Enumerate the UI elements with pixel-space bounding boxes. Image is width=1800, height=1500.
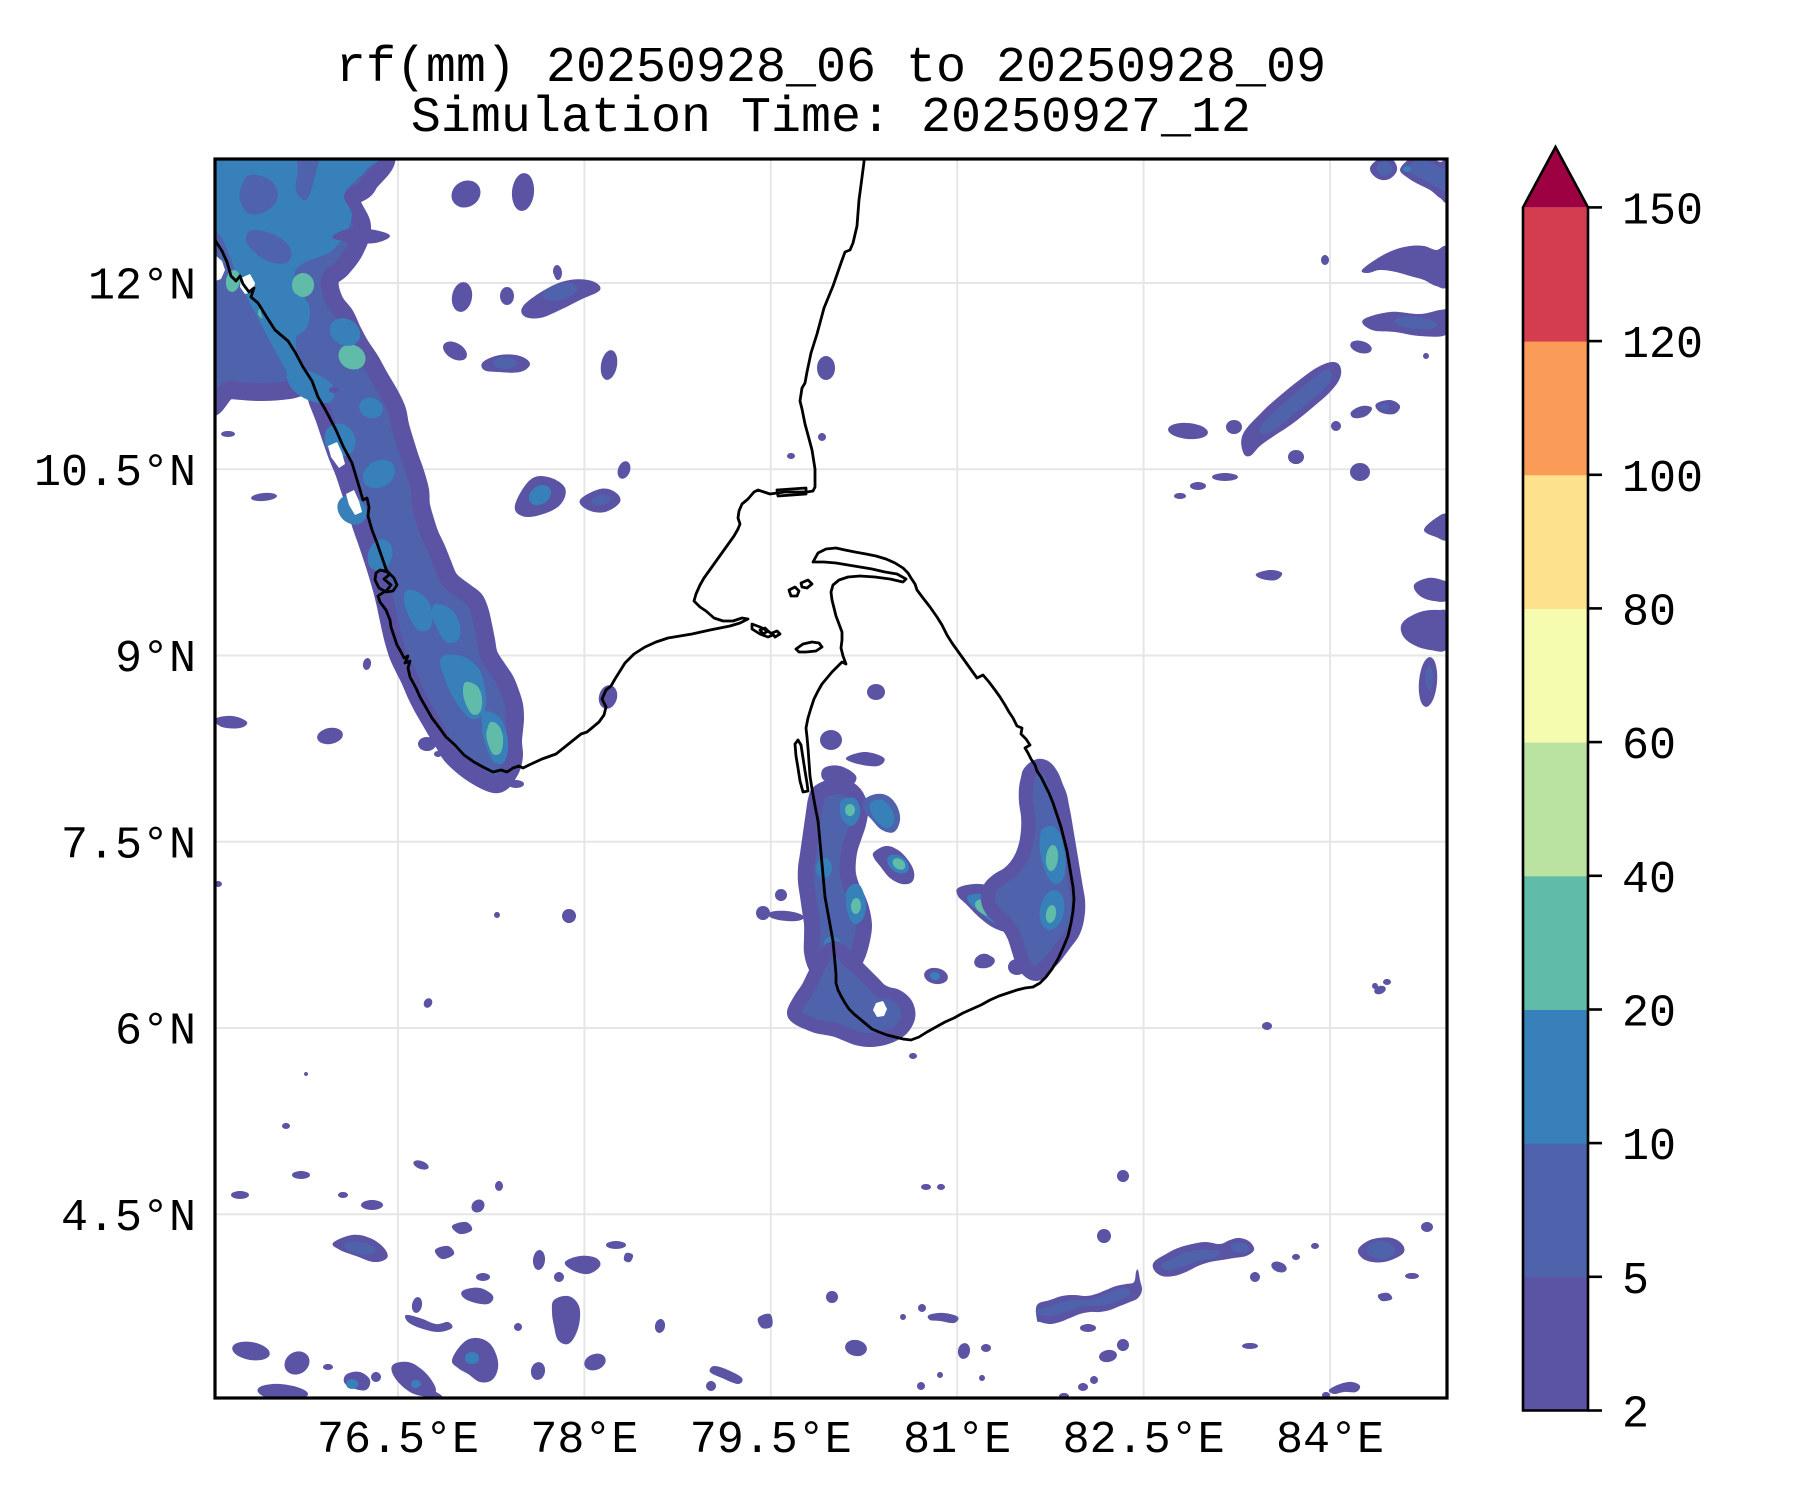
svg-text:120: 120 [1622, 320, 1703, 371]
svg-text:2: 2 [1622, 1390, 1649, 1441]
svg-text:81°E: 81°E [903, 1415, 1011, 1466]
svg-text:10.5°N: 10.5°N [34, 448, 196, 499]
svg-text:Simulation Time: 20250927_12: Simulation Time: 20250927_12 [411, 90, 1251, 147]
svg-text:76.5°E: 76.5°E [317, 1415, 479, 1466]
svg-text:12°N: 12°N [88, 262, 196, 313]
svg-text:9°N: 9°N [115, 634, 196, 685]
svg-text:60: 60 [1622, 721, 1676, 772]
svg-text:100: 100 [1622, 454, 1703, 505]
svg-text:79.5°E: 79.5°E [690, 1415, 852, 1466]
svg-text:6°N: 6°N [115, 1007, 196, 1058]
svg-text:20: 20 [1622, 989, 1676, 1040]
svg-text:80: 80 [1622, 587, 1676, 638]
svg-text:150: 150 [1622, 186, 1703, 237]
svg-text:5: 5 [1622, 1256, 1649, 1307]
svg-text:10: 10 [1622, 1122, 1676, 1173]
svg-text:7.5°N: 7.5°N [61, 820, 196, 871]
svg-text:4.5°N: 4.5°N [61, 1193, 196, 1244]
svg-text:84°E: 84°E [1276, 1415, 1384, 1466]
svg-text:rf(mm) 20250928_06 to 20250928: rf(mm) 20250928_06 to 20250928_09 [336, 40, 1326, 97]
svg-text:40: 40 [1622, 855, 1676, 906]
svg-text:78°E: 78°E [530, 1415, 638, 1466]
svg-text:82.5°E: 82.5°E [1063, 1415, 1225, 1466]
